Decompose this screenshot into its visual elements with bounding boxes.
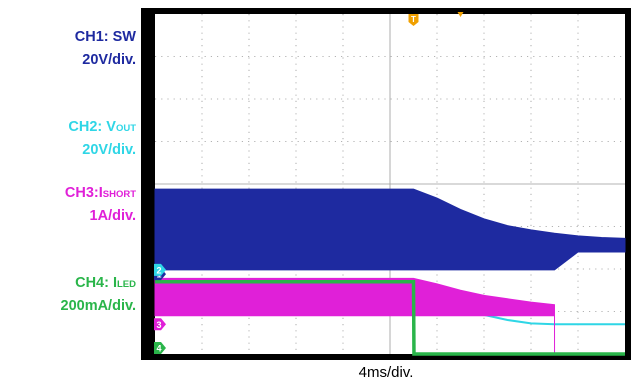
ch1-scale: 20V/div.	[82, 52, 136, 68]
ch3-label: CH3:ISHORT 1A/div.	[65, 184, 136, 226]
channel-marker-number: 4	[156, 344, 161, 354]
ch1-trace-band	[154, 188, 626, 271]
ch4-trace	[155, 280, 625, 356]
ch1-name: CH1: SW	[74, 29, 136, 45]
ch4-label: CH4: ILED 200mA/div.	[61, 274, 137, 316]
traces	[154, 188, 626, 356]
channel-marker-number: 3	[156, 320, 161, 330]
channel-markers: 1234T	[154, 12, 464, 354]
oscilloscope-screen: 1234T	[141, 8, 631, 360]
trigger-marker	[408, 14, 419, 26]
ch4-name: CH4: ILED	[75, 275, 136, 291]
ch2-scale: 20V/div.	[82, 142, 136, 158]
ch3-name: CH3:ISHORT	[64, 185, 136, 201]
channel-marker-number: 2	[156, 265, 161, 275]
channel-marker-4	[154, 342, 166, 354]
ch4-scale: 200mA/div.	[60, 298, 137, 314]
x-axis-label: 4ms/div.	[358, 364, 414, 381]
trigger-marker-letter: T	[411, 15, 416, 24]
ch1-label: CH1: SW 20V/div.	[75, 28, 136, 70]
ch2-name: CH2: VOUT	[68, 119, 136, 135]
ch3-scale: 1A/div.	[89, 208, 136, 224]
ch2-label: CH2: VOUT 20V/div.	[68, 118, 136, 160]
channel-marker-3	[154, 318, 166, 331]
channel-marker-2	[154, 263, 166, 276]
horizontal-position-marker	[457, 12, 464, 17]
